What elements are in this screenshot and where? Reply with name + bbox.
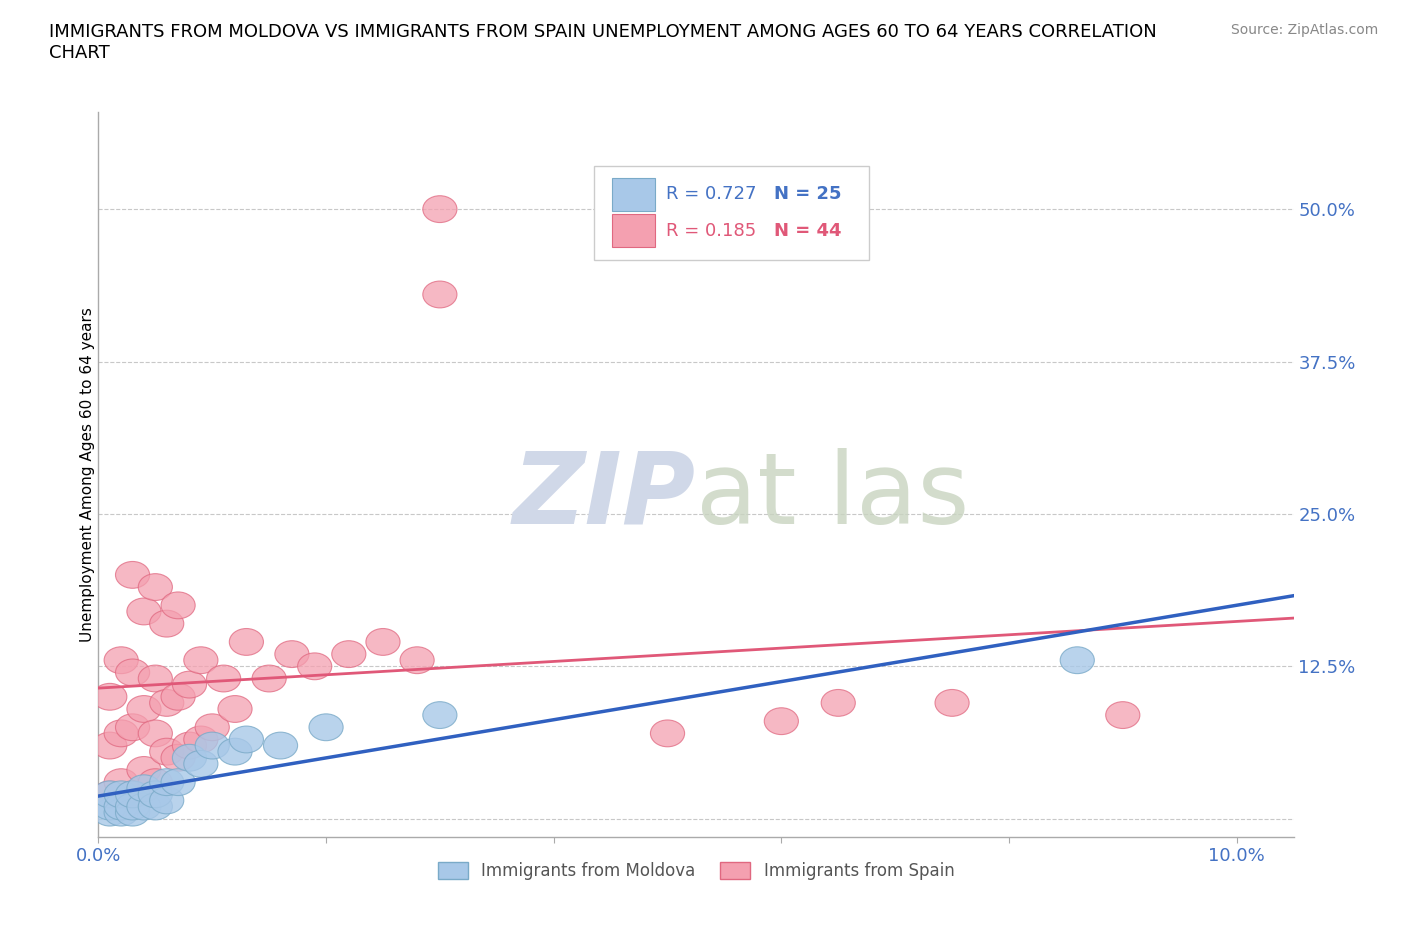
Ellipse shape [423,701,457,728]
Text: N = 44: N = 44 [773,221,841,240]
Ellipse shape [149,689,184,716]
Text: N = 25: N = 25 [773,185,841,204]
Ellipse shape [651,720,685,747]
Ellipse shape [138,793,173,820]
Ellipse shape [127,598,162,625]
Ellipse shape [138,781,173,808]
Ellipse shape [93,781,127,808]
Ellipse shape [149,738,184,765]
Ellipse shape [821,689,855,716]
Ellipse shape [173,671,207,698]
Ellipse shape [115,659,149,685]
Ellipse shape [207,665,240,692]
Ellipse shape [195,732,229,759]
Text: Source: ZipAtlas.com: Source: ZipAtlas.com [1230,23,1378,37]
Ellipse shape [162,769,195,795]
Ellipse shape [93,781,127,808]
Ellipse shape [115,781,149,808]
Ellipse shape [218,738,252,765]
Ellipse shape [1060,646,1094,673]
Text: R = 0.727: R = 0.727 [666,185,756,204]
Ellipse shape [173,744,207,771]
Text: R = 0.185: R = 0.185 [666,221,756,240]
Ellipse shape [127,696,162,723]
Ellipse shape [138,665,173,692]
FancyBboxPatch shape [613,178,655,211]
Ellipse shape [173,732,207,759]
Text: ZIP: ZIP [513,447,696,545]
Ellipse shape [93,799,127,826]
Ellipse shape [93,684,127,711]
Ellipse shape [162,684,195,711]
Ellipse shape [252,665,287,692]
Ellipse shape [138,769,173,795]
Ellipse shape [423,195,457,222]
Ellipse shape [298,653,332,680]
Ellipse shape [765,708,799,735]
Ellipse shape [127,756,162,783]
FancyBboxPatch shape [613,214,655,247]
Ellipse shape [935,689,969,716]
Ellipse shape [229,629,263,656]
Ellipse shape [138,574,173,601]
Ellipse shape [115,562,149,589]
Ellipse shape [104,793,138,820]
Ellipse shape [366,629,401,656]
Ellipse shape [115,799,149,826]
Ellipse shape [184,751,218,777]
Ellipse shape [274,641,309,668]
Ellipse shape [104,799,138,826]
Ellipse shape [162,744,195,771]
Ellipse shape [149,787,184,814]
Ellipse shape [104,781,138,808]
Ellipse shape [309,714,343,740]
Ellipse shape [149,769,184,795]
Legend: Immigrants from Moldova, Immigrants from Spain: Immigrants from Moldova, Immigrants from… [432,856,960,886]
Ellipse shape [127,793,162,820]
Ellipse shape [195,714,229,740]
Ellipse shape [93,732,127,759]
Ellipse shape [138,720,173,747]
FancyBboxPatch shape [595,166,869,260]
Ellipse shape [332,641,366,668]
Ellipse shape [401,646,434,673]
Ellipse shape [184,726,218,753]
Ellipse shape [93,793,127,820]
Y-axis label: Unemployment Among Ages 60 to 64 years: Unemployment Among Ages 60 to 64 years [80,307,94,642]
Ellipse shape [115,781,149,808]
Ellipse shape [218,696,252,723]
Ellipse shape [229,726,263,753]
Ellipse shape [149,610,184,637]
Text: at las: at las [696,447,969,545]
Ellipse shape [423,281,457,308]
Ellipse shape [115,793,149,820]
Ellipse shape [104,720,138,747]
Ellipse shape [263,732,298,759]
Ellipse shape [115,714,149,740]
Ellipse shape [184,646,218,673]
Ellipse shape [162,592,195,618]
Text: IMMIGRANTS FROM MOLDOVA VS IMMIGRANTS FROM SPAIN UNEMPLOYMENT AMONG AGES 60 TO 6: IMMIGRANTS FROM MOLDOVA VS IMMIGRANTS FR… [49,23,1157,62]
Ellipse shape [104,646,138,673]
Ellipse shape [104,769,138,795]
Ellipse shape [127,775,162,802]
Ellipse shape [1105,701,1140,728]
